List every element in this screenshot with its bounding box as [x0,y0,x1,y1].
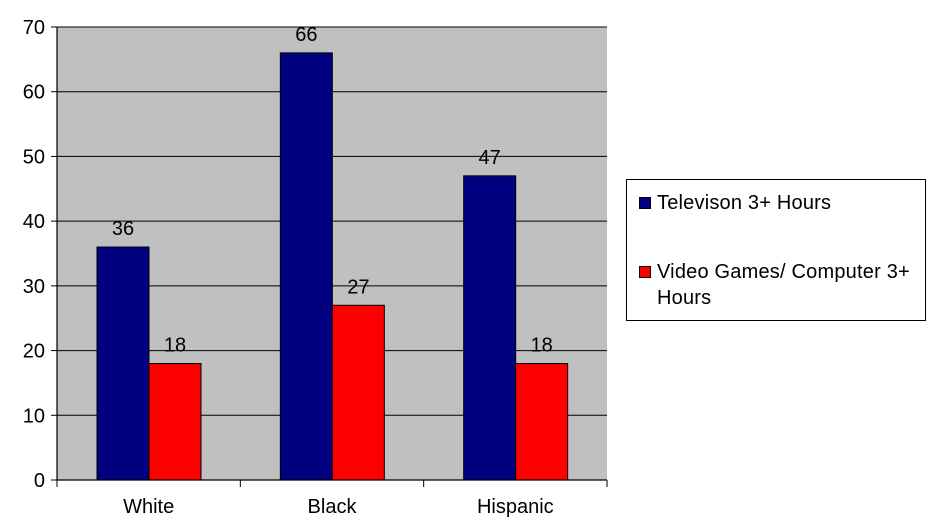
legend-swatch-television [639,197,651,209]
x-tick-label: Hispanic [477,496,554,518]
legend-label-video-games: Video Games/ Computer 3+ Hours [657,261,910,309]
bar-white-series-0 [96,246,150,481]
y-tick-label: 60 [23,82,45,104]
x-tick-label: Black [308,496,358,518]
bar-hispanic-series-1 [515,363,569,481]
axes: 0 10 20 30 40 50 60 70 White Black Hispanic [23,17,608,518]
bar-black-series-0 [279,52,333,481]
bar-black-series-1 [331,304,385,481]
data-label: 18 [531,335,553,357]
data-label: 36 [112,218,134,240]
legend-item-video-games: Video Games/ Computer 3+ Hours [639,259,919,311]
bar-white-series-1 [148,363,202,481]
y-tick-label: 70 [23,17,45,39]
data-label: 66 [295,24,317,46]
legend: Televison 3+ Hours Video Games/ Computer… [626,179,926,321]
data-label: 18 [164,335,186,357]
legend-label-television: Televison 3+ Hours [657,192,832,214]
y-tick-label: 10 [23,405,45,427]
x-tick-label: White [123,496,174,518]
data-label: 47 [479,147,501,169]
y-tick-label: 30 [23,276,45,298]
legend-item-television: Televison 3+ Hours [639,190,919,216]
y-tick-label: 40 [23,211,45,233]
data-labels: 36 18 66 27 47 18 [112,24,553,357]
bar-hispanic-series-0 [463,175,517,481]
y-tick-label: 0 [34,470,45,492]
data-label: 27 [347,276,369,298]
legend-swatch-video-games [639,266,651,278]
y-tick-label: 20 [23,341,45,363]
y-tick-label: 50 [23,146,45,168]
